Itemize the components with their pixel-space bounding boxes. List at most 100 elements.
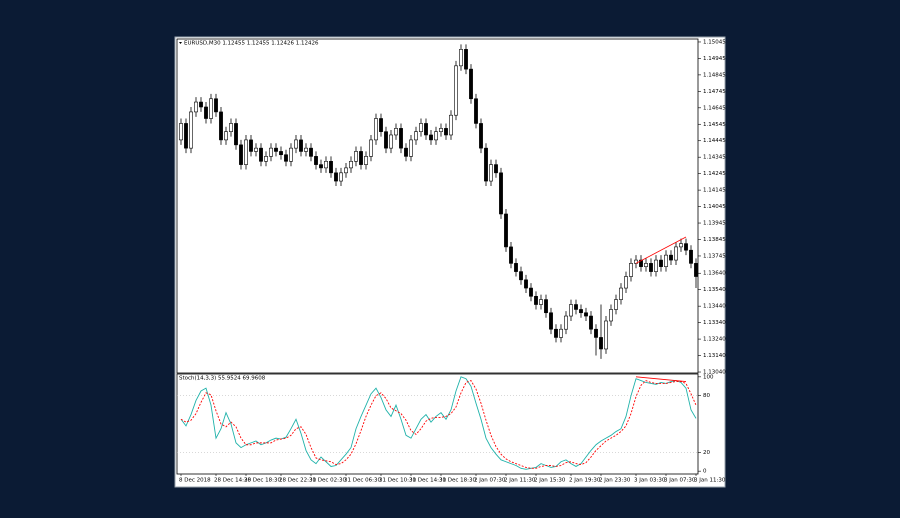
candle-body	[329, 161, 333, 174]
y-tick-label: 1.14545	[703, 122, 726, 128]
x-tick-label: 28 Dec 14:30	[214, 478, 251, 484]
x-tick-label: 28 Dec 18:30	[244, 478, 281, 484]
candle-body	[349, 161, 353, 169]
candle-body	[214, 98, 218, 113]
y-tick-label: 80	[703, 393, 710, 399]
candle-body	[594, 328, 598, 338]
trendline	[635, 376, 687, 382]
candle-body	[599, 337, 603, 350]
candle-body	[219, 111, 223, 141]
y-tick-label: 1.14945	[703, 56, 726, 62]
candle-body	[494, 164, 498, 174]
candle-body	[444, 128, 448, 136]
y-tick-label: 1.15045	[703, 39, 726, 45]
candle-body	[604, 320, 608, 350]
candle-body	[669, 254, 673, 261]
stoch-line	[180, 376, 697, 470]
candle-body	[644, 263, 648, 267]
candle-body	[284, 154, 288, 162]
candle-body	[449, 114, 453, 136]
candle-body	[279, 151, 283, 156]
candle-body	[239, 144, 243, 165]
y-tick-label: 20	[703, 450, 710, 456]
stoch-line	[180, 380, 697, 469]
candle-body	[674, 246, 678, 261]
candle-body	[654, 259, 658, 272]
x-tick-label: 2 Jan 07:30	[474, 478, 506, 484]
candle-body	[379, 118, 383, 132]
candle-body	[689, 249, 693, 264]
candle-body	[559, 328, 563, 338]
candle-body	[629, 263, 633, 277]
candle-body	[309, 147, 313, 157]
candle-body	[524, 279, 528, 289]
candle-body	[554, 328, 558, 338]
x-tick-label: 8 Dec 2018	[179, 478, 211, 484]
candle-body	[479, 123, 483, 149]
candle-body	[314, 156, 318, 165]
y-tick-label: 1.13540	[703, 287, 726, 293]
candle-body	[499, 172, 503, 215]
candle-body	[664, 254, 668, 267]
candle-body	[374, 118, 378, 141]
y-tick-label: 1.13240	[703, 337, 726, 343]
candle-body	[464, 49, 468, 70]
candle-body	[189, 111, 193, 149]
y-tick-label: 1.13640	[703, 271, 726, 277]
candle-body	[259, 147, 263, 162]
y-tick-label: 1.13340	[703, 320, 726, 326]
x-tick-label: 31 Dec 10:30	[379, 478, 416, 484]
x-tick-label: 2 Jan 15:30	[534, 478, 566, 484]
y-tick-label: 1.13140	[703, 353, 726, 359]
x-tick-label: 3 Jan 07:30	[664, 478, 696, 484]
candle-body	[564, 315, 568, 330]
candle-body	[324, 161, 328, 169]
candle-body	[369, 139, 373, 157]
x-tick-label: 31 Dec 06:30	[344, 478, 381, 484]
candle-body	[179, 123, 183, 141]
y-tick-label: 1.14645	[703, 105, 726, 111]
y-tick-label: 1.14145	[703, 188, 726, 194]
candle-body	[289, 147, 293, 162]
candle-body	[614, 299, 618, 310]
candle-body	[409, 139, 413, 157]
candle-body	[529, 287, 533, 297]
candle-body	[299, 139, 303, 152]
y-tick-label: 1.13745	[703, 253, 726, 259]
candle-body	[364, 156, 368, 165]
candle-body	[489, 164, 493, 182]
candle-body	[659, 259, 663, 267]
y-tick-label: 1.14345	[703, 155, 726, 161]
candle-body	[419, 123, 423, 132]
y-tick-label: 0	[703, 469, 707, 475]
candle-body	[389, 134, 393, 149]
indicator-title: Stoch(14,3,3) 55.9524 69.9608	[179, 376, 266, 382]
candle-body	[649, 263, 653, 272]
candle-body	[539, 299, 543, 305]
candle-body	[519, 271, 523, 281]
x-tick-label: 31 Dec 14:30	[409, 478, 446, 484]
candle-body	[229, 123, 233, 132]
candle-body	[534, 295, 538, 305]
candle-body	[269, 147, 273, 157]
candle-body	[439, 128, 443, 132]
candle-body	[254, 147, 258, 152]
y-tick-label: 1.14745	[703, 89, 726, 95]
candle-body	[459, 49, 463, 67]
candle-body	[504, 213, 508, 248]
candle-body	[274, 147, 278, 152]
y-tick-label: 1.14245	[703, 171, 726, 177]
candle-body	[204, 106, 208, 119]
candle-body	[244, 139, 248, 165]
candle-body	[339, 172, 343, 182]
y-tick-label: 1.13040	[703, 370, 726, 376]
price-panel	[176, 38, 699, 374]
candle-body	[684, 243, 688, 251]
candle-body	[384, 131, 388, 149]
x-tick-label: 31 Dec 18:30	[439, 478, 476, 484]
candle-body	[424, 123, 428, 136]
menu-arrow[interactable]	[179, 42, 182, 44]
x-tick-label: 28 Dec 22:30	[279, 478, 316, 484]
